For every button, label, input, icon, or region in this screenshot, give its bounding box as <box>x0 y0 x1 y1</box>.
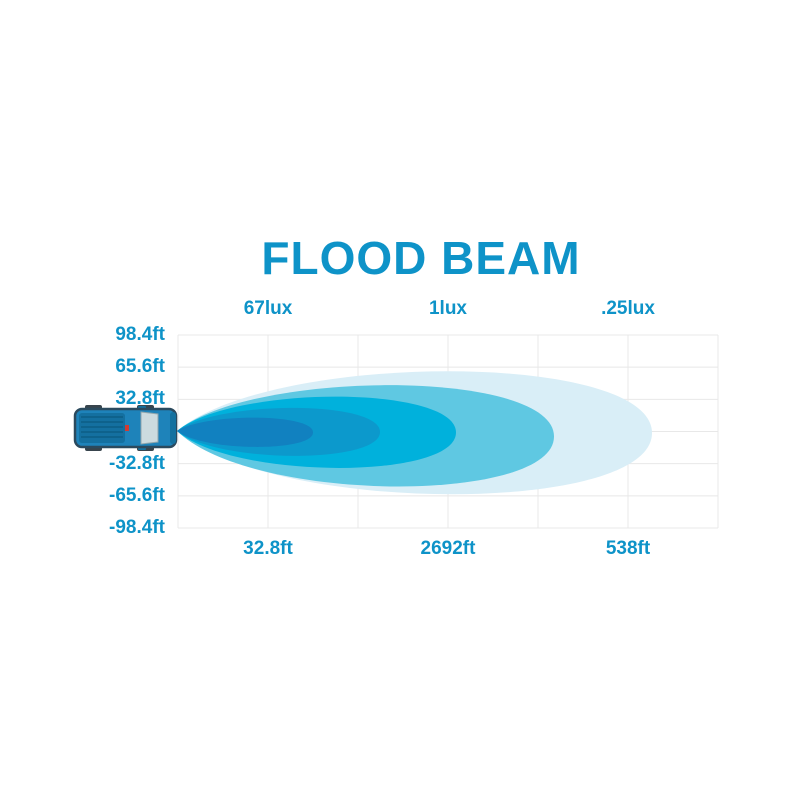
ft-label-538: 538ft <box>605 538 651 559</box>
beam-layer <box>177 371 652 495</box>
pickup-truck-icon <box>73 405 178 451</box>
lux-label-025: .25lux <box>601 298 655 319</box>
lux-label-1: 1lux <box>428 298 468 319</box>
ytick-32-8: 32.8ft <box>115 388 165 410</box>
truck-bumper <box>170 412 176 444</box>
ytick-65-6: 65.6ft <box>115 356 165 378</box>
ytick-neg-98-4: -98.4ft <box>109 517 165 538</box>
beam-layer <box>177 417 313 447</box>
truck-windshield <box>140 411 159 445</box>
ytick-neg-32-8: -32.8ft <box>109 452 165 474</box>
ft-label-2692: 2692ft <box>420 538 476 559</box>
truck-bed <box>79 413 125 443</box>
beam-layer <box>177 385 554 487</box>
lux-label-67: 67lux <box>243 298 293 319</box>
page-title: FLOOD BEAM <box>261 232 581 284</box>
beam-layer <box>177 396 456 468</box>
ytick-98-4: 98.4ft <box>115 324 165 345</box>
truck-bed-slats <box>81 416 123 438</box>
beam-layer <box>177 407 380 456</box>
truck-brake-light <box>125 425 129 431</box>
ft-label-32-8: 32.8ft <box>243 538 293 559</box>
beam-layers <box>177 371 652 495</box>
grid-lines <box>177 334 719 529</box>
ytick-neg-65-6: -65.6ft <box>109 484 165 506</box>
